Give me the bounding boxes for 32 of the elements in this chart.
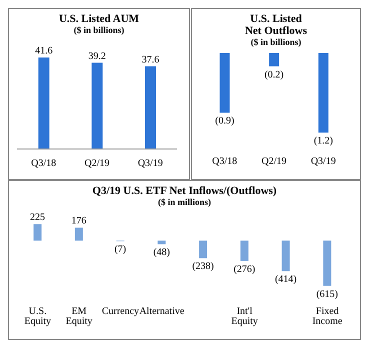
data-label: (0.2) (264, 69, 284, 80)
data-label: 37.6 (142, 54, 160, 66)
chart-subtitle: ($ in billions) (72, 25, 126, 35)
x-tick-label: Currency (102, 306, 140, 318)
chart-title: U.S. Listed Net Outflows (244, 13, 308, 37)
x-tick-label: Alternative (139, 306, 185, 318)
x-tick-label: Q3/18 (31, 158, 56, 170)
data-label: (1.2) (314, 136, 333, 147)
data-label: (7) (114, 244, 126, 256)
chart-subtitle: ($ in millions) (156, 197, 212, 207)
x-tick-label: Fixed Income (312, 306, 343, 328)
x-tick-label: Q3/19 (310, 156, 336, 168)
data-label: (238) (192, 261, 214, 272)
data-label: (615) (316, 288, 338, 300)
x-tick-label: Q3/19 (138, 158, 163, 170)
x-tick-label: Q2/19 (84, 158, 110, 170)
x-tick-label: U.S. Equity (24, 306, 52, 328)
data-label: 39.2 (88, 50, 106, 62)
data-label: (414) (274, 274, 297, 286)
data-label: 176 (71, 216, 86, 227)
x-tick-label: Q2/19 (262, 156, 286, 168)
x-tick-label: Int'l Equity (231, 306, 258, 328)
chart-subtitle: ($ in billions) (250, 37, 302, 47)
data-label: 225 (30, 212, 46, 224)
data-label: (0.9) (215, 116, 234, 127)
data-label: (276) (234, 264, 256, 275)
chart-title: Q3/19 U.S. ETF Net Inflows/(Outflows) (91, 185, 278, 197)
chart-title: U.S. Listed AUM (58, 13, 140, 25)
data-label: (48) (153, 247, 170, 258)
x-tick-label: EM Equity (66, 306, 92, 328)
x-tick-label: Q3/18 (212, 156, 238, 168)
data-label: 41.6 (35, 45, 53, 56)
